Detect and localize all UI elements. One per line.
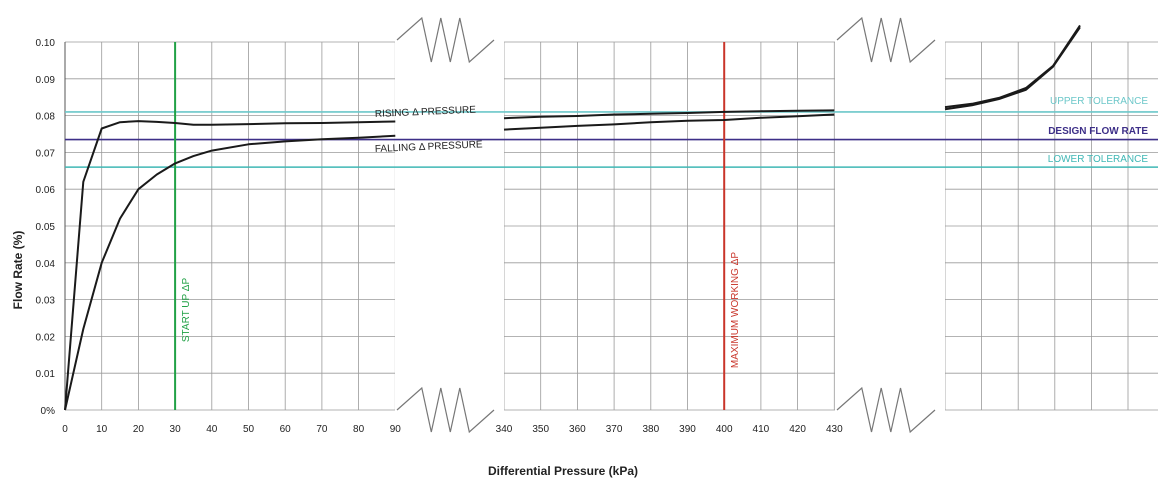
vertical-marker-label: MAXIMUM WORKING ΔP xyxy=(730,252,741,368)
y-tick-label: 0.06 xyxy=(36,185,56,196)
series-line xyxy=(503,109,835,120)
x-tick-label: 380 xyxy=(642,424,659,435)
x-tick-label: 10 xyxy=(96,424,108,435)
series-line xyxy=(64,120,396,411)
x-tick-label: 20 xyxy=(133,424,145,435)
series-line xyxy=(944,26,1081,111)
x-tick-label: 30 xyxy=(170,424,182,435)
axis-break-zigzag xyxy=(836,16,936,64)
series-label-falling: FALLING Δ PRESSURE xyxy=(375,139,484,155)
reference-line-label: UPPER TOLERANCE xyxy=(1050,96,1148,107)
x-tick-label: 50 xyxy=(243,424,255,435)
x-tick-label: 60 xyxy=(280,424,292,435)
x-tick-label: 80 xyxy=(353,424,365,435)
reference-line-label: DESIGN FLOW RATE xyxy=(1048,126,1148,137)
y-tick-label: 0.01 xyxy=(36,369,56,380)
y-tick-label: 0.05 xyxy=(36,222,56,233)
axis-break-gap xyxy=(835,0,945,440)
x-tick-label: 350 xyxy=(532,424,549,435)
reference-line-label: LOWER TOLERANCE xyxy=(1048,154,1149,165)
y-tick-label: 0.10 xyxy=(36,38,56,49)
series-line xyxy=(503,113,835,131)
axis-break-zigzag xyxy=(836,386,936,434)
x-tick-label: 70 xyxy=(316,424,328,435)
x-axis-title: Differential Pressure (kPa) xyxy=(488,464,638,478)
series-line xyxy=(64,134,396,411)
y-tick-label: 0.04 xyxy=(36,259,56,270)
y-tick-label: 0% xyxy=(41,406,56,417)
y-tick-label: 0.08 xyxy=(36,112,56,123)
axis-break-zigzag xyxy=(396,386,495,434)
x-tick-label: 400 xyxy=(716,424,733,435)
x-tick-label: 40 xyxy=(206,424,218,435)
x-tick-label: 430 xyxy=(826,424,843,435)
vertical-marker-label: START UP ΔP xyxy=(181,278,192,343)
x-tick-label: 90 xyxy=(390,424,402,435)
y-axis-title: Flow Rate (%) xyxy=(11,231,25,310)
x-tick-label: 370 xyxy=(606,424,623,435)
x-tick-label: 0 xyxy=(62,424,68,435)
x-tick-label: 410 xyxy=(753,424,770,435)
y-tick-label: 0.02 xyxy=(36,332,56,343)
x-tick-label: 420 xyxy=(789,424,806,435)
y-tick-label: 0.09 xyxy=(36,75,56,86)
x-tick-label: 360 xyxy=(569,424,586,435)
y-tick-label: 0.03 xyxy=(36,296,56,307)
series-label-rising: RISING Δ PRESSURE xyxy=(375,105,477,120)
x-tick-label: 390 xyxy=(679,424,696,435)
y-tick-label: 0.07 xyxy=(36,148,56,159)
axis-break-gap xyxy=(395,0,504,440)
axis-break-zigzag xyxy=(396,16,495,64)
x-tick-label: 340 xyxy=(496,424,513,435)
